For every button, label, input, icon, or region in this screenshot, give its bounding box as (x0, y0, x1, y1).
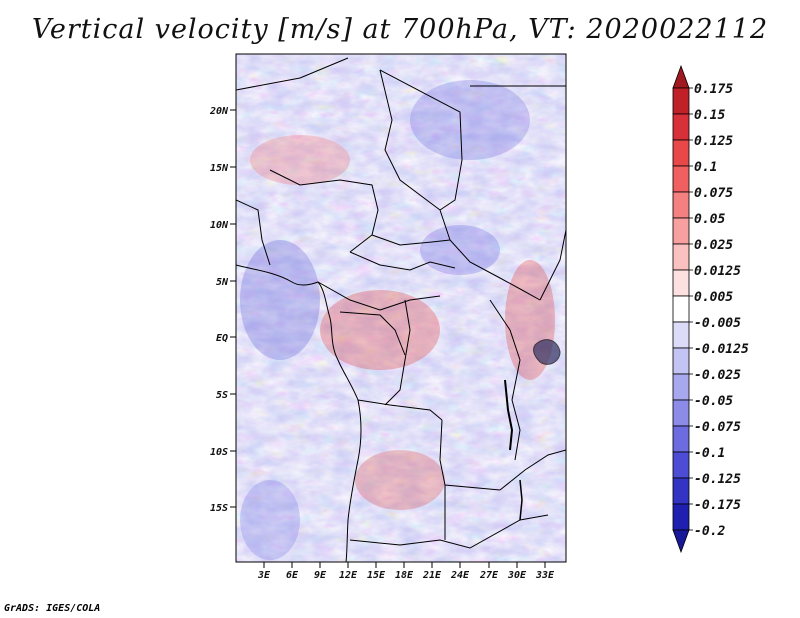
colorbar-label: -0.0125 (694, 342, 749, 357)
colorbar-label: -0.175 (694, 498, 741, 513)
lon-label: 9E (314, 562, 327, 581)
colorbar-label: -0.075 (694, 420, 741, 435)
lon-label: 21E (422, 562, 442, 581)
svg-text:33E: 33E (535, 570, 555, 581)
svg-text:5S: 5S (216, 390, 228, 401)
colorbar-segment (672, 399, 690, 427)
svg-text:5N: 5N (216, 277, 229, 288)
colorbar-segment (672, 373, 690, 401)
svg-text:12E: 12E (339, 570, 358, 581)
svg-text:27E: 27E (479, 570, 499, 581)
svg-text:20N: 20N (209, 106, 229, 117)
colorbar-label: -0.005 (694, 316, 741, 331)
svg-text:15N: 15N (210, 163, 229, 174)
svg-text:EQ: EQ (216, 333, 228, 344)
colorbar-segment (672, 217, 690, 245)
colorbar-segment (672, 425, 690, 453)
colorbar-label: 0.025 (694, 238, 733, 253)
colorbar-segment (672, 477, 690, 505)
lat-label: 10S (210, 447, 236, 458)
lat-label: 10N (210, 220, 236, 231)
colorbar-label: -0.2 (694, 524, 725, 539)
colorbar-segment (672, 321, 690, 349)
colorbar-segment (672, 191, 690, 219)
lon-label: 15E (367, 562, 386, 581)
colorbar-segment (672, 243, 690, 271)
lon-label: 6E (286, 562, 299, 581)
lon-label: 24E (450, 562, 470, 581)
colorbar-label: -0.1 (694, 446, 725, 461)
lon-label: 27E (479, 562, 499, 581)
svg-text:6E: 6E (286, 570, 299, 581)
credit-label: GrADS: IGES/COLA (4, 603, 101, 614)
colorbar-segment (672, 165, 690, 193)
coastline-and-borders (236, 57, 566, 562)
svg-text:15S: 15S (210, 503, 228, 514)
svg-text:15E: 15E (367, 570, 386, 581)
lat-label: 20N (209, 106, 236, 117)
svg-text:9E: 9E (314, 570, 327, 581)
colorbar: 0.175 0.15 0.125 0.1 0.075 0.05 0.025 0.0125 0.0… (672, 64, 749, 554)
colorbar-label: 0.075 (694, 186, 733, 201)
colorbar-label: -0.125 (694, 472, 741, 487)
svg-text:18E: 18E (395, 570, 414, 581)
colorbar-segment (672, 347, 690, 375)
colorbar-label: 0.15 (694, 108, 725, 123)
colorbar-label: 0.005 (694, 290, 733, 305)
colorbar-segment (672, 87, 690, 115)
svg-text:10N: 10N (210, 220, 229, 231)
colorbar-label: -0.025 (694, 368, 741, 383)
svg-text:24E: 24E (450, 570, 470, 581)
lon-label: 12E (339, 562, 358, 581)
colorbar-label: 0.125 (694, 134, 733, 149)
lat-label: 5S (216, 390, 236, 401)
lon-label: 3E (257, 562, 271, 581)
svg-text:10S: 10S (210, 447, 228, 458)
svg-text:3E: 3E (257, 570, 271, 581)
colorbar-top-arrow (672, 64, 690, 89)
velocity-field (236, 54, 566, 562)
longitude-axis: 3E 6E 9E 12E 15E 18E 21E 24E 27E 30E 33E (257, 562, 555, 581)
latitude-axis: 20N 15N 10N 5N EQ 5S 10S 15S (209, 106, 236, 514)
colorbar-label: 0.0125 (694, 264, 741, 279)
lon-label: 33E (535, 562, 555, 581)
colorbar-label: 0.1 (694, 160, 717, 175)
lat-label: 15S (210, 503, 236, 514)
colorbar-label: 0.175 (694, 82, 733, 97)
colorbar-segment (672, 139, 690, 167)
colorbar-segment (672, 269, 690, 297)
lon-label: 18E (395, 562, 414, 581)
colorbar-bottom-arrow (672, 529, 690, 554)
colorbar-label: -0.05 (694, 394, 733, 409)
chart-title: Vertical velocity [m/s] at 700hPa, VT: 2… (31, 14, 769, 45)
map-frame (235, 53, 567, 563)
svg-text:21E: 21E (422, 570, 442, 581)
lat-label: 5N (216, 277, 236, 288)
colorbar-segment (672, 451, 690, 479)
colorbar-segment (672, 295, 690, 323)
lon-label: 30E (507, 562, 527, 581)
colorbar-label: 0.05 (694, 212, 725, 227)
svg-text:30E: 30E (507, 570, 527, 581)
colorbar-segment (672, 503, 690, 531)
lat-label: 15N (210, 163, 236, 174)
lat-label: EQ (216, 333, 236, 344)
colorbar-segment (672, 113, 690, 141)
